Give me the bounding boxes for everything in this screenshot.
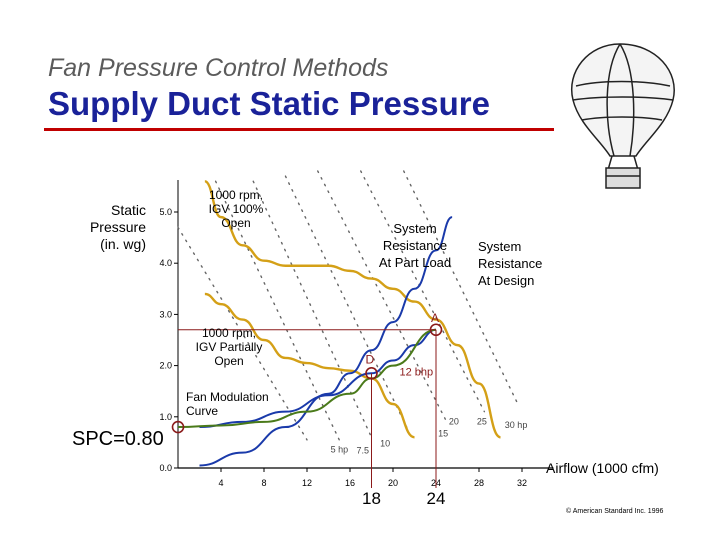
bhp-label: 30 hp	[505, 420, 528, 430]
bhp-dotted-line	[284, 175, 410, 433]
design-label: System Resistance At Design	[478, 239, 543, 288]
fan-partial-label: 1000 rpm, IGV Partially Open	[195, 326, 263, 368]
x-tick-label: 12	[302, 478, 312, 488]
y-tick-label: 2.0	[159, 361, 172, 371]
point-d-label: D	[366, 352, 375, 366]
chart-ticks: 4 8 12 16 20 24 28 320.01.02.03.04.05.0	[159, 207, 527, 488]
bhp-label: 15	[438, 428, 448, 438]
title-underline	[44, 128, 554, 131]
chart-series	[177, 180, 502, 467]
point-d-marker	[365, 366, 378, 380]
fan-modulation-label: Fan Modulation Curve	[186, 390, 269, 418]
x-tick-label: 16	[345, 478, 355, 488]
bhp-label: 20	[449, 416, 459, 426]
x-tick-label: 28	[474, 478, 484, 488]
y-tick-label: 5.0	[159, 207, 172, 217]
point-a-label: A	[431, 311, 439, 325]
x-tick-label: 32	[517, 478, 527, 488]
bhp-dotted-line	[360, 170, 486, 413]
point-markers: A D 12 bhp 18 24	[171, 311, 446, 508]
fan-full-label: 1000 rpm, IGV 100% Open	[208, 188, 264, 230]
system-curve-part-load	[199, 216, 453, 467]
y-tick-label: 1.0	[159, 412, 172, 422]
slide-title: Supply Duct Static Pressure	[48, 85, 490, 122]
fan-modulation-curve	[177, 328, 437, 429]
y-tick-label: 4.0	[159, 258, 172, 268]
copyright-note: © American Standard Inc. 1996	[566, 508, 664, 515]
x-tick-label: 4	[218, 478, 223, 488]
bhp-12-label: 12 bhp	[400, 366, 434, 378]
bhp-dotted-line	[252, 180, 373, 438]
spc-label: SPC=0.80	[72, 428, 164, 450]
system-curve-design	[199, 328, 437, 429]
airflow-18-label: 18	[362, 489, 381, 508]
x-tick-label: 8	[261, 478, 266, 488]
bhp-dotted-line	[214, 180, 340, 441]
bhp-label: 25	[477, 416, 487, 426]
fan-curve-partial	[204, 292, 415, 439]
guide-lines	[178, 329, 437, 488]
x-tick-label: 20	[388, 478, 398, 488]
bhp-label: 7.5	[356, 446, 369, 456]
y-tick-label: 3.0	[159, 309, 172, 319]
y-tick-label: 0.0	[159, 463, 172, 473]
slide-subtitle: Fan Pressure Control Methods	[48, 54, 389, 82]
point-a-marker	[429, 323, 443, 337]
balloon-illustration	[571, 43, 675, 189]
part-load-label: System Resistance At Part Load	[378, 221, 452, 270]
bhp-label: 5 hp	[331, 445, 349, 455]
bhp-label: 10	[380, 438, 390, 448]
x-axis-label: Airflow (1000 cfm)	[546, 460, 659, 476]
bhp-dotted-line	[403, 170, 518, 403]
y-axis-label: Static Pressure (in. wg)	[89, 202, 146, 252]
spc-marker	[171, 420, 185, 434]
bhp-dotted-line	[317, 170, 448, 423]
fan-curve-full	[204, 180, 502, 439]
airflow-24-label: 24	[427, 489, 446, 508]
